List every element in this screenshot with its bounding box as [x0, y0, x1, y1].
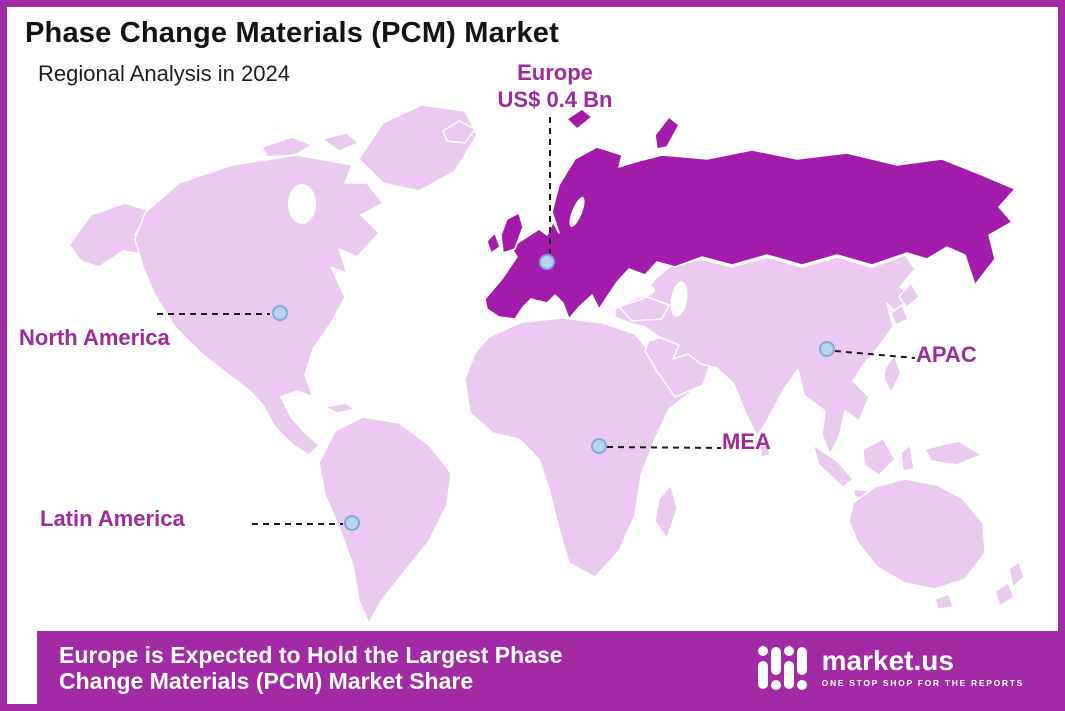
new-zealand-south	[994, 582, 1015, 607]
marker-north-america	[272, 305, 288, 321]
black-sea	[615, 282, 655, 298]
madagascar	[654, 484, 678, 540]
brand-name: market.us	[821, 645, 954, 676]
banner-line-2: Change Materials (PCM) Market Share	[59, 667, 474, 694]
continent-africa	[464, 317, 696, 578]
marker-apac	[819, 341, 835, 357]
brand-block: market.us ONE STOP SHOP FOR THE REPORTS	[756, 641, 1024, 695]
connector-mea	[606, 446, 722, 449]
europe-callout: Europe US$ 0.4 Bn	[455, 59, 655, 113]
region-europe-russia-dark	[484, 108, 1016, 320]
marker-latin-america	[344, 515, 360, 531]
new-guinea	[924, 440, 982, 466]
great-britain	[500, 212, 524, 254]
hudson-bay	[288, 184, 316, 224]
marker-mea	[591, 438, 607, 454]
tasmania	[934, 593, 954, 610]
banner-line-1: Europe is Expected to Hold the Largest P…	[59, 641, 563, 668]
region-label-north-america: North America	[19, 325, 170, 350]
region-label-apac: APAC	[916, 342, 977, 367]
new-zealand-north	[1008, 561, 1025, 588]
continent-australia	[848, 478, 986, 590]
continent-north-america	[134, 154, 384, 456]
turkey	[618, 296, 670, 322]
sulawesi	[900, 444, 915, 472]
arctic-island-2	[321, 132, 360, 152]
brand-text: market.us ONE STOP SHOP FOR THE REPORTS	[821, 645, 1024, 689]
region-label-latin-america: Latin America	[40, 506, 185, 531]
continent-south-america	[318, 416, 452, 624]
novaya-zemlya	[654, 116, 680, 150]
europe-russia	[484, 146, 1016, 320]
banner-text: Europe is Expected to Hold the Largest P…	[59, 642, 563, 694]
marketus-logo-icon	[757, 645, 807, 690]
page-title: Phase Change Materials (PCM) Market	[25, 17, 559, 49]
japan-south	[890, 304, 909, 326]
continent-greenland	[358, 104, 478, 192]
sri-lanka	[759, 442, 771, 458]
connector-apac	[834, 350, 916, 359]
europe-label: Europe	[517, 60, 593, 85]
europe-value: US$ 0.4 Bn	[497, 87, 613, 112]
continents-light	[68, 104, 1025, 624]
world-map	[68, 104, 1025, 624]
iceland	[442, 120, 476, 144]
sumatra	[812, 444, 854, 488]
region-label-mea: MEA	[722, 429, 771, 454]
ireland	[486, 232, 501, 254]
caspian-sea	[670, 281, 688, 317]
continent-asia	[614, 254, 916, 455]
svalbard	[566, 108, 593, 130]
baltic-sea	[569, 197, 585, 227]
markers	[272, 254, 835, 531]
caribbean	[324, 402, 356, 414]
brand-tagline: ONE STOP SHOP FOR THE REPORTS	[821, 678, 1024, 688]
connectors	[157, 117, 916, 525]
japan	[898, 282, 920, 308]
arctic-island-1	[261, 136, 313, 158]
marker-europe	[539, 254, 555, 270]
philippines	[883, 354, 902, 394]
bottom-banner: Europe is Expected to Hold the Largest P…	[37, 631, 1058, 704]
page-subtitle: Regional Analysis in 2024	[38, 61, 290, 86]
borneo	[862, 438, 896, 476]
